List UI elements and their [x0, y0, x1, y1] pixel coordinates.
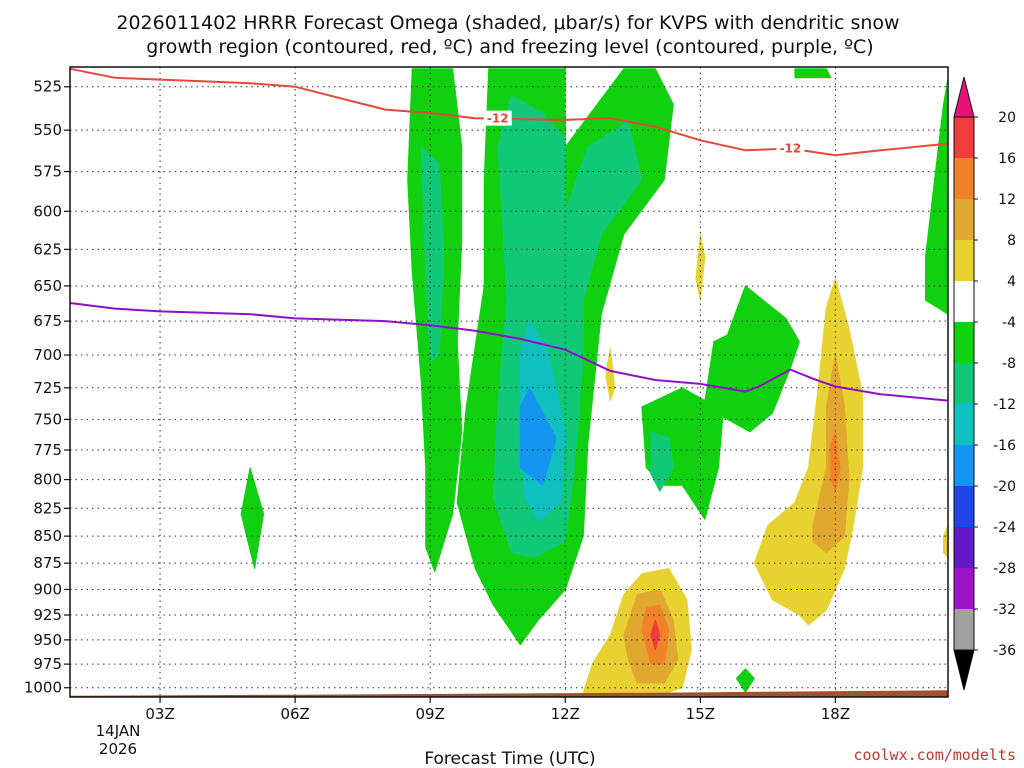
x-tick-label: 03Z [145, 705, 174, 723]
colorbar-label: 8 [1007, 233, 1016, 249]
x-axis-title: Forecast Time (UTC) [424, 749, 595, 768]
omega-region-main-ascent-core [519, 387, 557, 486]
y-tick-label: 925 [33, 606, 62, 624]
colorbar-bin [954, 199, 974, 240]
colorbar-label: 4 [1007, 274, 1016, 290]
colorbar-label: -12 [993, 397, 1016, 413]
y-tick-label: 575 [33, 163, 62, 181]
omega-region-upper-right-ascent [794, 68, 832, 79]
plot-area: -12 -12 [69, 66, 949, 698]
colorbar-label: -4 [1002, 315, 1016, 331]
dgz-contour-label: -12 [487, 112, 509, 126]
x-tick-label: 12Z [551, 705, 580, 723]
colorbar-under-triangle [953, 649, 975, 691]
colorbar-bin [954, 322, 974, 363]
credit-text[interactable]: coolwx.com/modelts [853, 746, 1016, 764]
x-tick-label: 06Z [280, 705, 309, 723]
gridlines [70, 67, 948, 697]
y-tick-label: 875 [33, 554, 62, 572]
colorbar-label: -24 [993, 520, 1016, 536]
y-tick-label: 675 [33, 312, 62, 330]
x-tick-label: 09Z [416, 705, 445, 723]
terrain-surface [70, 690, 948, 697]
y-tick-label: 700 [33, 346, 62, 364]
colorbar-bin [954, 404, 974, 445]
colorbar-over-triangle [953, 76, 975, 118]
colorbar-label: 20 [998, 110, 1016, 126]
chart-title-line1: 2026011402 HRRR Forecast Omega (shaded, … [116, 12, 899, 34]
colorbar-label: -28 [993, 561, 1016, 577]
colorbar-bin [954, 363, 974, 404]
y-tick-label: 1000 [24, 679, 62, 697]
date-label-year: 2026 [99, 740, 137, 758]
colorbar-bin [954, 609, 974, 650]
omega-region-subsidence-low-core [650, 619, 661, 651]
colorbar-label: -32 [993, 602, 1016, 618]
y-tick-label: 825 [33, 499, 62, 517]
date-label-month: 14JAN [96, 722, 141, 740]
omega-region-low-level-ascent-small [240, 467, 265, 569]
y-tick-label: 900 [33, 580, 62, 598]
colorbar-bin [954, 240, 974, 281]
y-tick-label: 950 [33, 631, 62, 649]
colorbar-bin [954, 527, 974, 568]
x-tick-label: 15Z [686, 705, 715, 723]
colorbar-bin [954, 117, 974, 158]
y-tick-label: 800 [33, 471, 62, 489]
x-tick-label: 18Z [821, 705, 850, 723]
y-axis: 525 550 575 600 625 650 675 700 725 750 775 800 825 8… [24, 78, 70, 697]
x-axis: 03Z 06Z 09Z 12Z 15Z 18Z [145, 697, 850, 723]
y-tick-label: 550 [33, 121, 62, 139]
colorbar: 20 16 12 8 4 -4 -8 -12 -16 -20 -24 -28 -32 -36 [953, 76, 1016, 691]
colorbar-label: -36 [993, 643, 1016, 659]
colorbar-bin [954, 568, 974, 609]
plot-frame [69, 66, 949, 698]
dgz-contour-labels: -12 -12 [483, 110, 805, 156]
colorbar-bin [954, 281, 974, 322]
colorbar-label: 16 [998, 151, 1016, 167]
omega-region-subsidence-mid-small [605, 347, 616, 402]
y-tick-label: 625 [33, 240, 62, 258]
y-tick-label: 525 [33, 78, 62, 96]
colorbar-label: -16 [993, 438, 1016, 454]
colorbar-bin [954, 486, 974, 527]
y-tick-label: 650 [33, 277, 62, 295]
omega-region-subsidence-right-core [830, 431, 841, 492]
omega-region-afternoon-ascent-inner [650, 431, 674, 492]
dgz-label-background [483, 110, 512, 126]
y-tick-label: 725 [33, 379, 62, 397]
y-tick-label: 600 [33, 202, 62, 220]
y-tick-label: 750 [33, 410, 62, 428]
colorbar-label: -20 [993, 479, 1016, 495]
dgz-label-background [776, 140, 805, 156]
colorbar-bin [954, 445, 974, 486]
colorbar-bin [954, 158, 974, 199]
y-tick-label: 975 [33, 655, 62, 673]
dgz-contour-label: -12 [780, 142, 802, 156]
omega-region-afternoon-ascent-outer [641, 285, 800, 520]
colorbar-label: 12 [998, 192, 1016, 208]
y-tick-label: 850 [33, 527, 62, 545]
y-tick-label: 775 [33, 441, 62, 459]
colorbar-label: -8 [1002, 356, 1016, 372]
chart-title-line2: growth region (contoured, red, ºC) and f… [146, 36, 873, 58]
freezing-level-line [69, 302, 949, 402]
